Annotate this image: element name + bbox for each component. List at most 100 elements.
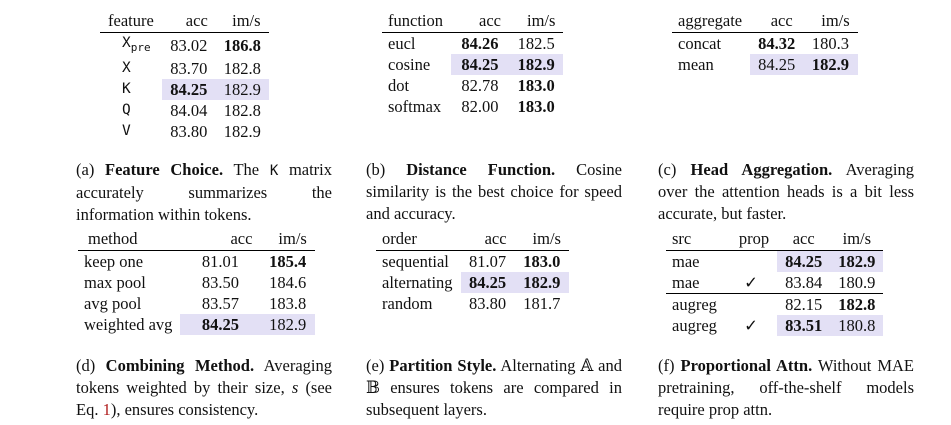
ims-cell: 183.0 xyxy=(517,76,555,95)
table-row: concat 84.32 180.3 xyxy=(672,33,858,55)
table-row: random 83.80 181.7 xyxy=(376,293,569,314)
ims-cell: 182.9 xyxy=(830,250,884,272)
acc-cell: 83.80 xyxy=(170,121,208,141)
caption-label: (f) xyxy=(658,356,675,375)
row-label: Q xyxy=(100,100,162,121)
col-header: aggregate xyxy=(672,10,751,33)
caption-title: Distance Function. xyxy=(406,160,556,179)
col-header: im/s xyxy=(514,228,569,251)
caption-text: The xyxy=(233,160,260,179)
caption-title: Head Aggregation. xyxy=(690,160,833,179)
caption-text: Cosine similarity is the best choice for… xyxy=(366,160,623,223)
caption-f: (f) Proportional Attn. Without MAE pretr… xyxy=(658,355,914,421)
row-label: alternating xyxy=(382,273,453,292)
table-d-body: keep one 81.01 185.4 max pool 83.50 184.6 avg … xyxy=(78,251,315,335)
ims-cell: 185.4 xyxy=(269,252,307,271)
col-header: prop xyxy=(724,228,778,251)
row-label-text: X xyxy=(122,35,131,51)
caption-label: (c) xyxy=(658,160,677,179)
col-header: src xyxy=(666,228,725,251)
row-label: X xyxy=(100,58,162,79)
caption-d: (d) Combining Method. Averaging tokens w… xyxy=(76,355,332,421)
table-row: Q 84.04 182.8 xyxy=(100,100,269,121)
row-label: K xyxy=(100,79,162,100)
table-row: dot 82.78 183.0 xyxy=(382,75,563,96)
table-row: sequential 81.07 183.0 xyxy=(376,251,569,273)
caption-text: Averaging tokens weighted by their size, xyxy=(76,356,333,397)
col-header: im/s xyxy=(803,10,858,33)
caption-label: (a) xyxy=(76,160,95,179)
table-row: eucl 84.26 182.5 xyxy=(382,33,563,55)
acc-cell: 84.25 xyxy=(451,54,509,75)
row-label: sequential xyxy=(382,252,449,271)
caption-text: (see Eq. xyxy=(76,378,333,419)
table-row: avg pool 83.57 183.8 xyxy=(78,293,315,314)
row-label: mae xyxy=(672,252,700,271)
ims-cell: 182.9 xyxy=(260,314,315,335)
col-header: im/s xyxy=(508,10,564,33)
table-a-body: Xpre 83.02 186.8 X 83.70 182.8 K 84.25 182.9 Q 84.… xyxy=(100,33,269,142)
acc-cell: 83.02 xyxy=(170,35,208,55)
caption-text: matrix accurately summarizes the informa… xyxy=(76,160,333,224)
ims-cell: 180.8 xyxy=(830,315,884,336)
table-f-proportional-attn: src prop acc im/s mae 84.25 182.9 mae ✓ 83.84… xyxy=(666,228,884,336)
prop-cell xyxy=(725,251,777,273)
ims-cell: 183.0 xyxy=(523,252,561,271)
row-label: concat xyxy=(678,34,722,53)
ims-cell: 182.9 xyxy=(803,54,858,75)
caption-text: Averaging over the attention heads is a … xyxy=(658,160,915,223)
ims-cell: 181.7 xyxy=(523,294,561,313)
col-header: feature xyxy=(100,10,162,33)
row-label-text: X xyxy=(122,59,131,76)
caption-label: (e) xyxy=(366,356,385,375)
acc-cell: 84.26 xyxy=(461,34,499,53)
row-label: weighted avg xyxy=(84,315,173,334)
table-d-combining-method: method acc im/s keep one 81.01 185.4 max po… xyxy=(78,228,315,335)
prop-cell: ✓ xyxy=(744,273,758,292)
row-label: augreg xyxy=(672,316,717,335)
caption-title: Combining Method. xyxy=(105,356,255,375)
acc-cell: 81.07 xyxy=(468,252,507,271)
table-row: K 84.25 182.9 xyxy=(100,78,269,100)
col-header: acc xyxy=(180,228,261,251)
row-label: random xyxy=(382,294,433,313)
acc-cell: 83.70 xyxy=(170,58,208,78)
table-a-feature-choice: feature acc im/s Xpre 83.02 186.8 X 83.70 182… xyxy=(100,10,269,142)
row-label-text: Q xyxy=(122,101,131,118)
col-header: acc xyxy=(777,228,831,251)
table-e-body: sequential 81.07 183.0 alternating 84.25 182.… xyxy=(376,251,569,315)
row-label-text: K xyxy=(122,80,131,97)
col-header: acc xyxy=(451,10,509,33)
table-row: max pool 83.50 184.6 xyxy=(78,272,315,293)
acc-cell: 83.57 xyxy=(201,294,239,313)
acc-cell: 83.50 xyxy=(201,273,239,292)
row-label: mean xyxy=(678,55,714,74)
table-row: keep one 81.01 185.4 xyxy=(78,251,315,273)
acc-cell: 82.78 xyxy=(461,76,499,95)
ims-cell: 180.9 xyxy=(838,273,876,292)
table-row: mean 84.25 182.9 xyxy=(672,54,858,75)
acc-cell: 83.84 xyxy=(785,273,823,292)
caption-variable: s xyxy=(291,378,299,397)
table-row: mae ✓ 83.84 180.9 xyxy=(666,272,883,294)
row-label-text: V xyxy=(122,122,131,139)
table-f-body: mae 84.25 182.9 mae ✓ 83.84 180.9 augreg 82.15 18… xyxy=(666,250,884,336)
caption-code: K xyxy=(269,163,279,179)
caption-text: ), ensures consistency. xyxy=(110,400,259,419)
ims-cell: 186.8 xyxy=(223,35,261,55)
col-header: method xyxy=(78,228,181,251)
table-c-head-aggregation: aggregate acc im/s concat 84.32 180.3 mean 8… xyxy=(672,10,858,75)
table-row: augreg 82.15 182.8 xyxy=(666,293,884,315)
acc-cell: 82.00 xyxy=(461,97,499,116)
row-label-subscript: pre xyxy=(130,40,151,54)
ims-cell: 182.8 xyxy=(830,293,884,315)
caption-text: Without MAE pretraining, off-the-shelf m… xyxy=(658,356,914,419)
caption-b: (b) Distance Function. Cosine similarity… xyxy=(366,159,622,225)
table-row: Xpre 83.02 186.8 xyxy=(100,33,269,58)
row-label: augreg xyxy=(666,293,725,315)
ims-cell: 182.5 xyxy=(517,34,555,53)
row-label: keep one xyxy=(84,252,144,271)
acc-cell: 83.80 xyxy=(468,294,507,313)
row-label: eucl xyxy=(388,34,416,53)
equation-ref-link[interactable]: 1 xyxy=(102,400,111,419)
